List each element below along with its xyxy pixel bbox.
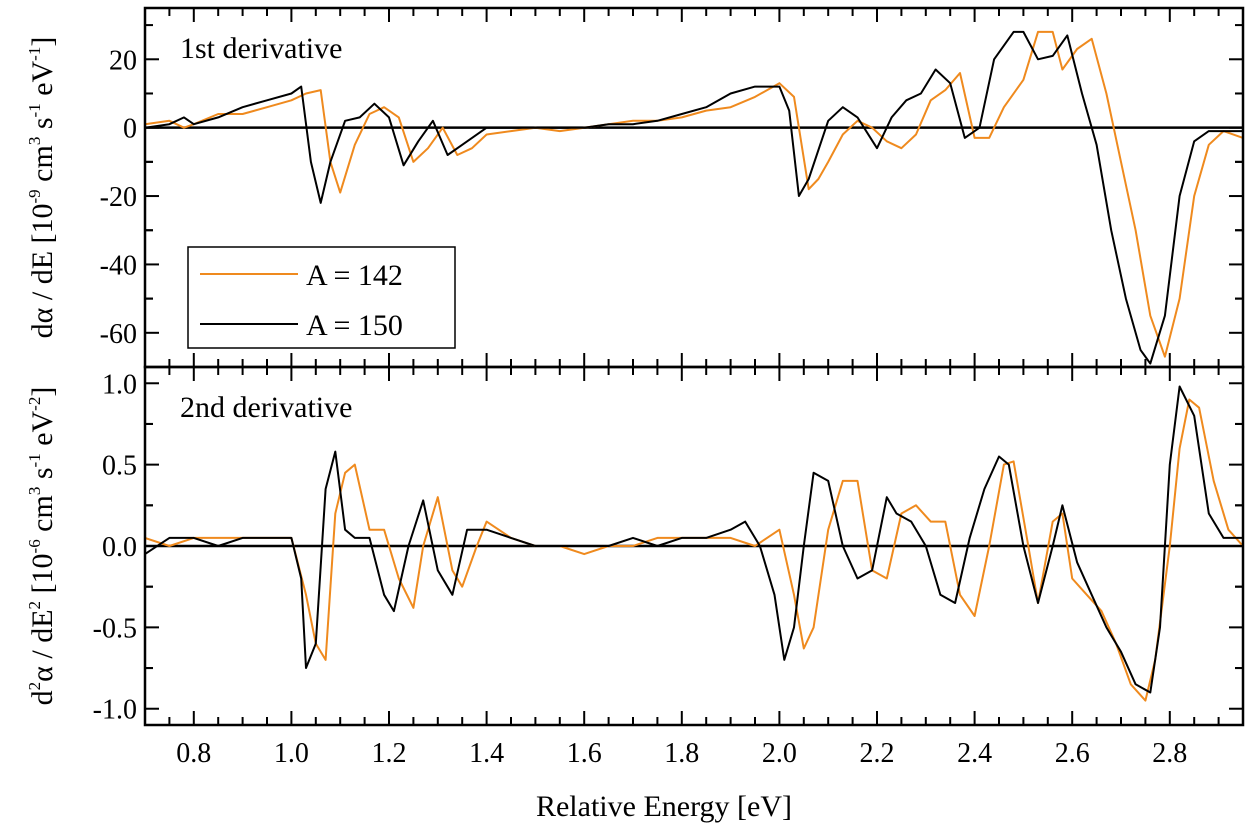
y-title-part: eV <box>26 410 59 453</box>
x-tick-label: 2.6 <box>1055 738 1090 769</box>
x-tick-label: 1.4 <box>469 738 504 769</box>
y-title-superscript: 3 <box>25 487 44 496</box>
series-line-a-142 <box>145 30 1243 358</box>
y-title-part: d <box>26 690 59 705</box>
y-title-superscript: -6 <box>25 539 44 553</box>
x-tick-label: 2.8 <box>1152 738 1187 769</box>
panel-label: 1st derivative <box>180 32 342 65</box>
y-title-part: ] <box>26 387 59 397</box>
x-tick-label: 1.0 <box>274 738 309 769</box>
x-tick-label: 2.4 <box>957 738 992 769</box>
series-group <box>145 385 1243 702</box>
y-tick-label: 1.0 <box>102 369 137 400</box>
y-title-part: ] <box>26 37 59 47</box>
plot-frame <box>143 365 1245 727</box>
y-tick-label: 20 <box>109 45 137 76</box>
x-axis-title: Relative Energy [eV] <box>536 790 792 823</box>
y-title-superscript: -1 <box>25 103 44 117</box>
series-group <box>145 30 1243 365</box>
y-title-part: cm <box>26 145 59 189</box>
y-title-superscript: -2 <box>25 397 44 411</box>
y-title-part: s <box>26 117 59 136</box>
x-tick-label: 1.6 <box>567 738 602 769</box>
legend: A = 142 A = 150 <box>187 246 456 349</box>
y-title-superscript: -1 <box>25 47 44 61</box>
y-title-superscript: -1 <box>25 453 44 467</box>
series-line-a-150 <box>145 30 1243 365</box>
y-tick-label: 0 <box>123 114 137 145</box>
y-title-part: α / dE <box>26 609 59 681</box>
panel-1: -60 -40 -20 0 20 1st derivative dα / dE [10-9 … <box>25 6 1245 369</box>
x-tick-label: 1.2 <box>372 738 407 769</box>
y-tick-label: -60 <box>100 319 137 350</box>
y-title-part: s <box>26 467 59 486</box>
y-tick-label: -20 <box>100 182 137 213</box>
y-title-part: dα / dE [10 <box>26 203 59 338</box>
y-tick-label: 0.5 <box>102 451 137 482</box>
legend-entry-label: A = 150 <box>306 309 403 342</box>
y-tick-label: -0.5 <box>93 613 137 644</box>
legend-entry-label: A = 142 <box>306 259 403 292</box>
y-axis-title: dα / dE [10-9 cm3 s-1 eV-1] <box>25 37 59 339</box>
x-tick-label: 2.0 <box>762 738 797 769</box>
series-line-a-150 <box>145 385 1243 694</box>
y-tick-label: 0.0 <box>102 532 137 563</box>
panel-label: 2nd derivative <box>180 391 352 424</box>
y-title-superscript: -9 <box>25 189 44 203</box>
legend-box <box>187 246 456 349</box>
x-tick-label: 0.8 <box>176 738 211 769</box>
x-tick-label: 1.8 <box>664 738 699 769</box>
y-axis-title: d2α / dE2 [10-6 cm3 s-1 eV-2] <box>25 387 59 706</box>
y-title-superscript: 2 <box>25 682 44 691</box>
series-line-a-142 <box>145 398 1243 702</box>
y-tick-label: -40 <box>100 250 137 281</box>
y-title-part: cm <box>26 495 59 539</box>
y-title-part: eV <box>26 60 59 103</box>
y-tick-label: -1.0 <box>93 695 137 726</box>
y-title-superscript: 2 <box>25 601 44 610</box>
y-title-superscript: 3 <box>25 137 44 146</box>
x-tick-label: 2.2 <box>860 738 895 769</box>
y-title-part: [10 <box>26 553 59 601</box>
